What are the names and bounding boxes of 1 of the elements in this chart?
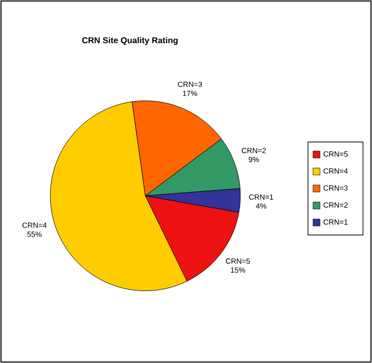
chart-title: CRN Site Quality Rating <box>82 37 178 45</box>
